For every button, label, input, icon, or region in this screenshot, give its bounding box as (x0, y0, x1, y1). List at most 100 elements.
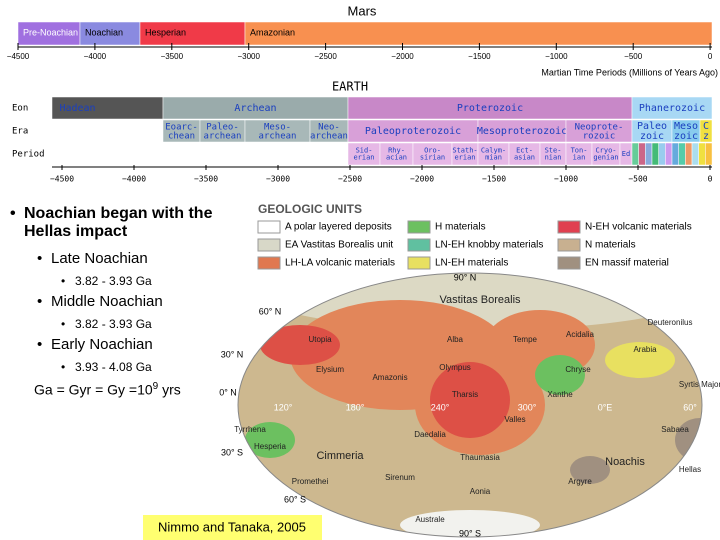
legend-label: N-EH volcanic materials (585, 222, 692, 233)
era-label-line: zoic (640, 131, 664, 142)
era-label: Paleo-archean (204, 122, 242, 141)
earth-title: EARTH (332, 80, 368, 94)
map-label: Noachis (605, 456, 645, 468)
mars-tick-label: −2500 (314, 52, 337, 61)
main-bullet-text: Noachian began with the Hellas impact (24, 205, 213, 240)
map-label: Amazonis (372, 373, 407, 382)
sub-bullet-text: Late Noachian (51, 250, 148, 267)
era-label-line: Meso- (264, 122, 291, 132)
phanerozoic-period (638, 142, 646, 166)
phanerozoic-period (665, 142, 673, 166)
earth-period-label: Calym-mian (481, 147, 506, 162)
earth-period-label: Ton-ian (571, 147, 588, 162)
phanerozoic-period (685, 142, 693, 166)
map-label: Australe (415, 515, 445, 524)
sub-sub-bullet-text: 3.82 - 3.93 Ga (75, 317, 152, 331)
map-label: Chryse (565, 365, 591, 374)
earth-period-label-line: Ed (622, 150, 630, 158)
map-label: Elysium (316, 365, 344, 374)
mars-tick-label: 0 (708, 52, 713, 61)
map-grid-label: 0°E (598, 402, 613, 412)
earth-period-label-line: sirian (420, 154, 445, 162)
era-label-line: Mesoproterozoic (477, 126, 567, 137)
sub-bullet: • Middle Noachian (37, 293, 163, 310)
map-outline (237, 272, 703, 538)
earth-row-label: Eon (12, 104, 28, 114)
earth-period-label-line: Oro- (424, 147, 441, 155)
eon-label: Hadean (59, 103, 95, 114)
map-grid-label: 240° (431, 402, 450, 412)
earth-period-label-line: Stath- (452, 147, 477, 155)
map-label: Thaumasia (460, 453, 500, 462)
earth-tick-label: 0 (708, 175, 713, 184)
eon (631, 96, 713, 120)
era-label-line: Paleo (637, 121, 667, 132)
phanerozoic-period (658, 142, 666, 166)
map (238, 273, 702, 537)
legend-label: EN massif material (585, 258, 669, 269)
era-label: Paleo zoic (637, 121, 667, 142)
map-label: Vastitas Borealis (439, 294, 521, 306)
earth-period-label-line: Calym- (481, 147, 506, 155)
legend-swatch (257, 238, 281, 252)
map-grid-label: 60° S (284, 494, 306, 504)
earth-period-label-line: Cryo- (595, 147, 616, 155)
eon-label: Phanerozoic (639, 103, 705, 114)
earth-period-label-line: asian (514, 154, 535, 162)
map-label: Utopia (308, 335, 332, 344)
map-label: Tyrrhena (234, 425, 266, 434)
units-base: Ga = Gyr = Gy =10 (34, 381, 153, 398)
era-label-line: archean (204, 131, 242, 141)
legend-swatch (257, 220, 281, 234)
phanerozoic-period (691, 142, 699, 166)
earth-tick-label: −1500 (482, 175, 506, 184)
map-grid-label: 60° N (259, 306, 282, 316)
era-label-line: Neo- (318, 122, 340, 132)
map-label: Arabia (633, 345, 657, 354)
mars-tick-label: −4000 (84, 52, 107, 61)
mars-tick-label: −4500 (7, 52, 30, 61)
era-label-line: Paleo- (206, 122, 239, 132)
map-label: Syrtis Major (679, 380, 720, 389)
earth-period-label: Ste-nian (545, 147, 562, 162)
era-label-line: rozoic (583, 131, 616, 141)
map-grid-label: 90° S (459, 528, 481, 538)
earth-period-label-line: Ste- (545, 147, 562, 155)
map-label: Valles (504, 415, 525, 424)
map-grid-label: 120° (274, 402, 293, 412)
phanerozoic-period (698, 142, 706, 166)
earth-period-label-line: ian (573, 154, 586, 162)
map-label: Alba (447, 335, 464, 344)
map-grid-label: 30° N (221, 349, 244, 359)
mars-tick-label: −3500 (161, 52, 184, 61)
era-label-line: chean (168, 131, 195, 141)
earth-period-label: Ed (622, 150, 630, 158)
era-label: Mesoproterozoic (477, 126, 567, 137)
sub-bullet: • Late Noachian (37, 250, 148, 267)
era-label: Eoarc-chean (165, 122, 198, 141)
earth-tick-label: −3000 (266, 175, 290, 184)
mars-tick-label: −500 (624, 52, 643, 61)
eon-label: Proterozoic (457, 103, 523, 114)
earth-period-label-line: erian (353, 154, 374, 162)
mars-tick-label: −1500 (468, 52, 491, 61)
sub-bullet: • Early Noachian (37, 336, 153, 353)
earth-period-label-line: erian (454, 154, 475, 162)
map-grid-label: 60° (683, 402, 697, 412)
earth-tick-label: −4000 (122, 175, 146, 184)
sub-sub-bullet: • 3.82 - 3.93 Ga (61, 317, 152, 331)
era-label: Meso zoic (674, 121, 698, 142)
map-label: Sirenum (385, 473, 415, 482)
units-tail: yrs (158, 381, 181, 398)
earth-period-label-line: nian (545, 154, 562, 162)
mars-tick-label: −1000 (545, 52, 568, 61)
era-label-line: z (703, 131, 709, 142)
map-label: Hellas (679, 465, 701, 474)
earth-period-label: Rhy-acian (386, 147, 407, 162)
mars-period (244, 21, 713, 46)
legend-label: A polar layered deposits (285, 222, 392, 233)
earth-period-label: Sid-erian (353, 147, 374, 162)
earth-tick-label: −2000 (410, 175, 434, 184)
earth-row-label: Period (12, 150, 45, 160)
earth-period-label: Ect-asian (514, 147, 535, 162)
